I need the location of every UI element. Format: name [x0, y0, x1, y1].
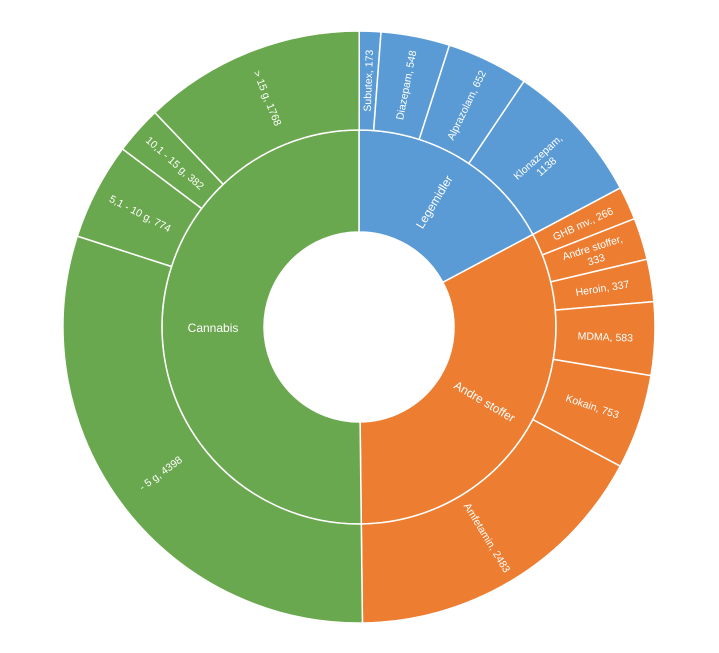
inner-ring	[161, 129, 557, 525]
inner-label-cannabis: Cannabis	[188, 321, 239, 335]
outer-label-andre-stoffer-mdma: MDMA, 583	[577, 330, 633, 344]
outer-ring	[62, 30, 656, 624]
outer-segment-cannabis-5-g	[62, 235, 364, 624]
outer-label-legemidler-subutex: Subutex, 173	[362, 49, 376, 111]
outer-segment-cannabis-15-g	[153, 30, 361, 186]
